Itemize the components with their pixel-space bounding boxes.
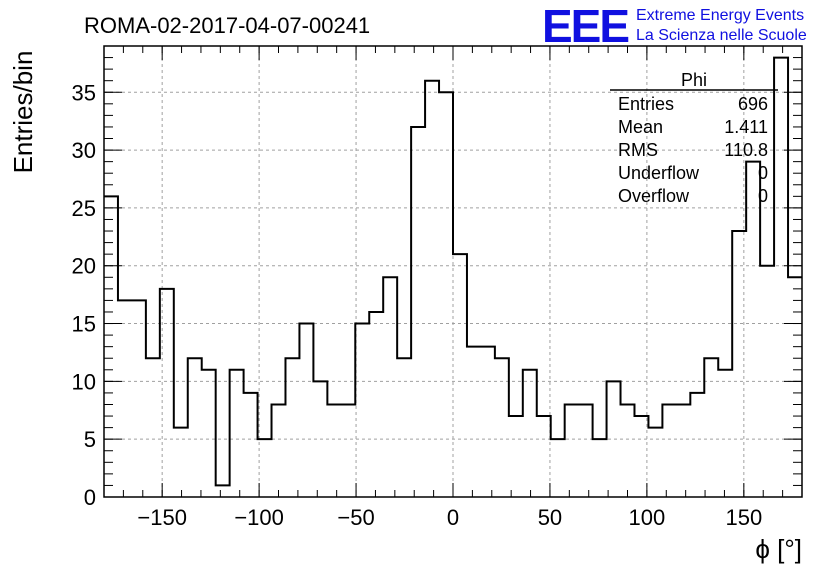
x-tick-label: 150	[725, 505, 762, 530]
y-axis-label: Entries/bin	[8, 51, 38, 174]
x-tick-label: 0	[447, 505, 459, 530]
stats-box: Phi Entries 696 Mean 1.411 RMS 110.8 Und…	[610, 70, 778, 206]
stats-name: Phi	[681, 70, 707, 90]
y-tick-label: 5	[84, 427, 96, 452]
x-axis-label: ϕ [°]	[755, 534, 802, 564]
y-tick-label: 25	[72, 196, 96, 221]
stats-value-overflow: 0	[758, 186, 768, 206]
stats-value-rms: 110.8	[724, 140, 768, 160]
y-tick-label: 15	[72, 312, 96, 337]
stats-label-overflow: Overflow	[618, 186, 690, 206]
y-tick-label: 35	[72, 80, 96, 105]
stats-value-underflow: 0	[758, 163, 768, 183]
y-tick-label: 10	[72, 369, 96, 394]
chart-title: ROMA-02-2017-04-07-00241	[84, 13, 370, 38]
y-tick-label: 30	[72, 138, 96, 163]
x-tick-label: −100	[234, 505, 284, 530]
y-tick-label: 20	[72, 254, 96, 279]
stats-value-entries: 696	[738, 94, 768, 114]
stats-label-rms: RMS	[618, 140, 658, 160]
logo-line-1: Extreme Energy Events	[636, 7, 804, 24]
tick-labels: −150 −100 −50 0 50 100 150 0 5 10 15 20 25 30 35	[72, 80, 763, 530]
logo-mark: EEE	[542, 0, 628, 52]
histogram-step-line	[104, 56, 802, 487]
stats-label-mean: Mean	[618, 117, 663, 137]
x-tick-label: 50	[538, 505, 562, 530]
stats-label-entries: Entries	[618, 94, 674, 114]
y-tick-label: 0	[84, 485, 96, 510]
eee-logo: EEE Extreme Energy Events La Scienza nel…	[542, 0, 807, 52]
logo-line-2: La Scienza nelle Scuole	[636, 27, 807, 44]
plot-frame	[103, 45, 803, 498]
stats-label-underflow: Underflow	[618, 163, 700, 183]
stats-value-mean: 1.411	[724, 117, 768, 137]
x-tick-label: 100	[629, 505, 666, 530]
x-tick-label: −150	[137, 505, 187, 530]
x-tick-label: −50	[337, 505, 374, 530]
